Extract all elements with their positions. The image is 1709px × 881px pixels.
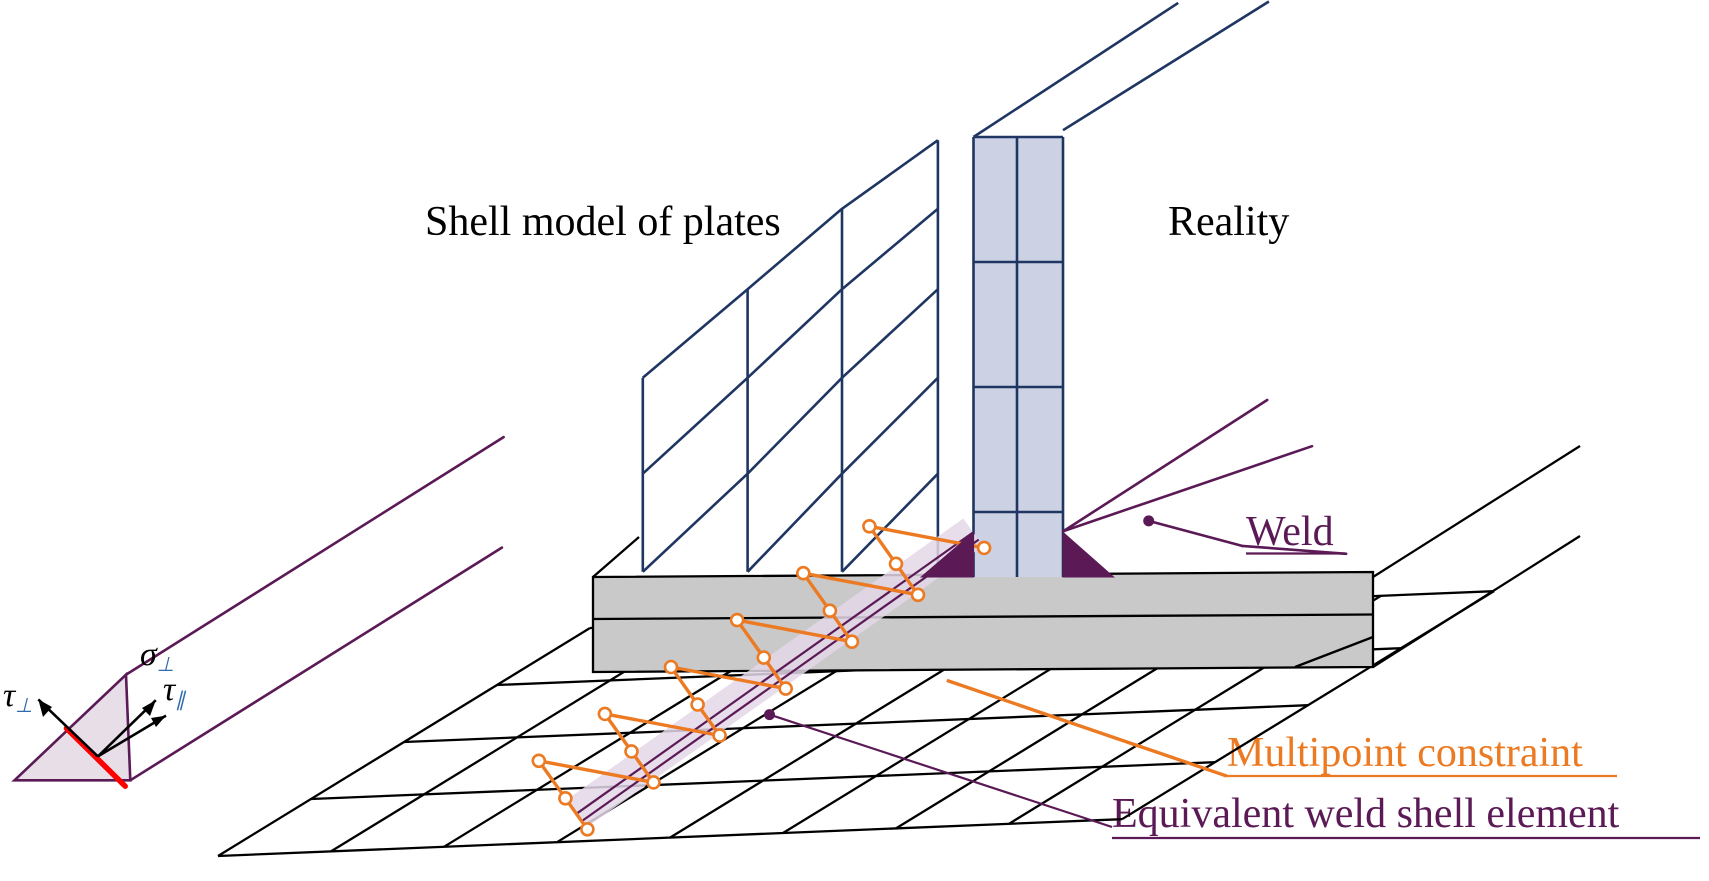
svg-text:Shell model of plates: Shell model of plates bbox=[425, 199, 781, 245]
svg-text:Multipoint constraint: Multipoint constraint bbox=[1227, 730, 1583, 776]
svg-text:Reality: Reality bbox=[1168, 199, 1289, 245]
svg-text:Equivalent weld shell element: Equivalent weld shell element bbox=[1112, 791, 1620, 837]
